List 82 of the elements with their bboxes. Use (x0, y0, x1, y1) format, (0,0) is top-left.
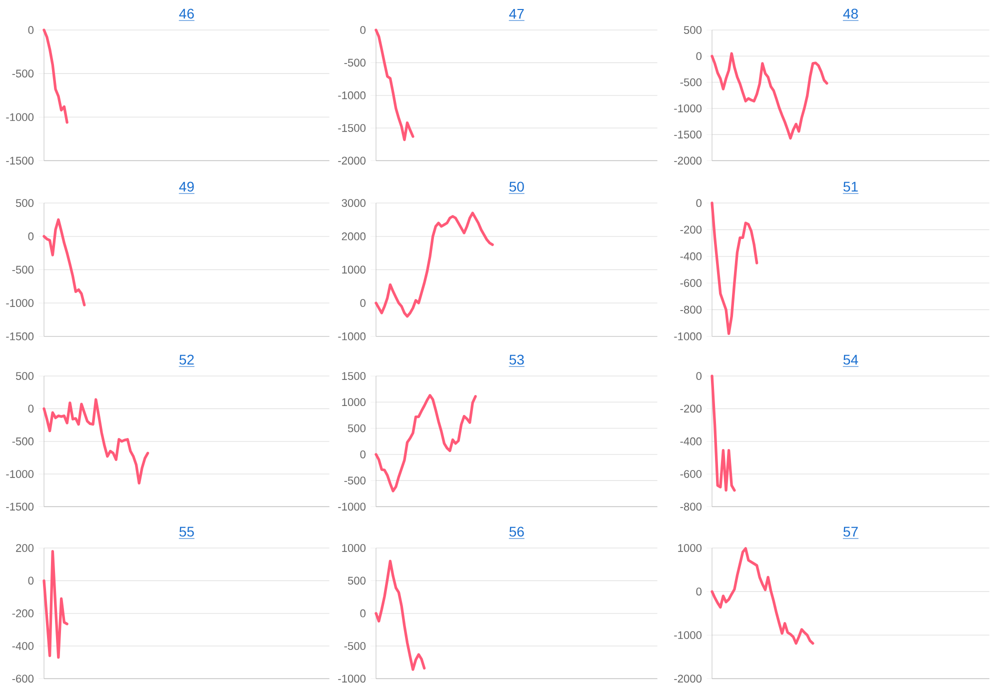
y-tick-label: -400 (12, 642, 34, 650)
y-tick-label: -1000 (6, 470, 34, 478)
y-tick-label: -800 (680, 502, 702, 511)
y-tick-label: -2000 (674, 156, 702, 165)
y-tick-label: -200 (680, 404, 702, 413)
line-series (710, 52, 828, 140)
y-tick-label: -2000 (674, 674, 702, 683)
y-tick-label: -1500 (338, 124, 366, 132)
y-tick-label: -200 (680, 226, 702, 234)
chart-title: 46 (179, 8, 194, 19)
y-tick-label: -1000 (6, 113, 34, 122)
y-tick-label: 0 (360, 299, 366, 307)
y-tick-label: 500 (16, 199, 34, 207)
y-tick-label: -400 (680, 437, 702, 446)
y-tick-label: -1000 (674, 104, 702, 112)
chart-title: 55 (179, 526, 194, 537)
y-tick-label: 1000 (342, 398, 366, 406)
y-tick-label: -2000 (338, 156, 366, 165)
y-tick-label: -500 (344, 58, 366, 67)
y-tick-label: 0 (696, 52, 702, 60)
line-series (42, 218, 86, 306)
y-tick-label: 500 (348, 424, 366, 432)
y-tick-label: 0 (360, 450, 366, 458)
y-tick-label: 1000 (342, 544, 366, 552)
y-tick-label: 0 (28, 26, 34, 34)
chart-title: 57 (843, 526, 858, 537)
y-tick-label: 0 (696, 372, 702, 380)
y-tick-label: 500 (684, 26, 702, 34)
y-tick-label: -500 (12, 437, 34, 446)
y-tick-label: -1000 (338, 332, 366, 340)
line-series (374, 560, 426, 671)
line-series (374, 394, 477, 492)
y-tick-label: 0 (28, 576, 34, 585)
y-tick-label: 0 (28, 404, 34, 413)
y-tick-label: -1500 (674, 130, 702, 138)
y-tick-label: 1000 (342, 266, 366, 274)
chart-title: 51 (843, 182, 858, 192)
chart-title: 53 (509, 354, 524, 365)
y-tick-label: -1000 (338, 674, 366, 683)
y-tick-label: -400 (680, 252, 702, 260)
chart-title: 52 (179, 354, 194, 365)
chart-title: 50 (509, 182, 524, 192)
y-tick-label: 1500 (342, 372, 366, 380)
y-tick-label: 1000 (678, 544, 702, 552)
y-tick-label: 200 (16, 544, 34, 552)
y-tick-label: 0 (360, 609, 366, 618)
line-series (42, 398, 150, 484)
y-tick-label: 2000 (342, 232, 366, 240)
y-tick-label: 3000 (342, 199, 366, 207)
chart-title: 47 (509, 8, 524, 19)
chart-title: 56 (509, 526, 524, 537)
y-tick-label: 0 (28, 232, 34, 240)
y-tick-label: -1000 (338, 502, 366, 511)
line-series (42, 28, 68, 124)
line-series (42, 550, 68, 659)
y-tick-label: 500 (348, 576, 366, 585)
line-series (710, 374, 736, 492)
y-tick-label: -500 (680, 78, 702, 86)
chart-title: 49 (179, 182, 194, 192)
y-tick-label: -600 (680, 470, 702, 478)
y-tick-label: -600 (12, 674, 34, 683)
chart-title: 48 (843, 8, 858, 19)
y-tick-label: -500 (344, 476, 366, 484)
y-tick-label: -1000 (6, 299, 34, 307)
y-tick-label: -600 (680, 279, 702, 287)
y-tick-label: -200 (12, 609, 34, 618)
y-tick-label: -1000 (674, 631, 702, 640)
y-tick-label: -1500 (6, 156, 34, 165)
line-series (374, 28, 414, 142)
y-tick-label: 500 (16, 372, 34, 380)
y-tick-label: -500 (12, 266, 34, 274)
chart-title: 54 (843, 354, 858, 365)
y-tick-label: -500 (344, 642, 366, 650)
y-tick-label: 0 (696, 588, 702, 596)
y-tick-label: -1500 (6, 332, 34, 340)
y-tick-label: -500 (12, 70, 34, 78)
y-tick-label: -1000 (674, 332, 702, 340)
y-tick-label: -1000 (338, 91, 366, 100)
y-tick-label: 0 (696, 199, 702, 207)
y-tick-label: 0 (360, 26, 366, 34)
y-tick-label: -800 (680, 306, 702, 314)
y-tick-label: -1500 (6, 502, 34, 511)
